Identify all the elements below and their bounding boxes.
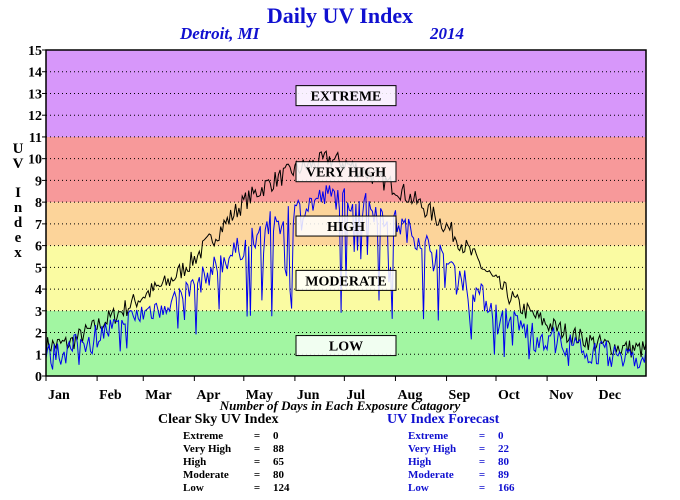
summary-equals: = — [253, 443, 261, 455]
summary-equals: = — [253, 482, 261, 494]
band-label-moderate: MODERATE — [305, 274, 386, 289]
summary-row: Very High = 22 — [408, 443, 515, 456]
band-label-box-high — [295, 215, 397, 237]
band-label-low: LOW — [329, 340, 363, 355]
summary-value: 0 — [498, 430, 504, 442]
x-tick-label: Jun — [297, 388, 320, 403]
clear-sky-summary-title: Clear Sky UV Index — [158, 412, 279, 427]
forecast-summary-title: UV Index Forecast — [387, 412, 500, 427]
summary-label: Very High — [183, 443, 232, 455]
summary-value: 0 — [273, 430, 279, 442]
summary-row: Moderate = 80 — [183, 469, 290, 482]
x-tick-label: Apr — [196, 388, 220, 403]
y-tick-label: 9 — [35, 174, 42, 189]
y-tick-label: 13 — [28, 87, 42, 102]
summary-caption: Number of Days in Each Exposure Catagory — [219, 398, 461, 413]
y-axis-label-char: V — [12, 156, 24, 172]
summary-label: High — [408, 456, 432, 468]
summary-label: High — [183, 456, 207, 468]
y-tick-label: 4 — [35, 283, 42, 298]
y-tick-label: 10 — [28, 153, 42, 168]
y-tick-label: 11 — [29, 131, 42, 146]
band-label-box-very-high — [295, 161, 397, 183]
x-tick-label: Jul — [346, 388, 365, 403]
y-tick-label: 15 — [28, 44, 42, 59]
y-tick-label: 2 — [35, 327, 42, 342]
y-tick-label: 14 — [28, 66, 42, 81]
y-tick-label: 0 — [35, 370, 42, 385]
y-tick-label: 7 — [35, 218, 42, 233]
band-label-very-high: VERY HIGH — [306, 166, 386, 181]
x-tick-label: Aug — [397, 388, 422, 403]
summary-value: 80 — [498, 456, 509, 468]
summary-label: Moderate — [408, 469, 454, 481]
summary-equals: = — [253, 430, 261, 442]
x-tick-label: Sep — [449, 388, 471, 403]
chart-location: Detroit, MI — [180, 24, 260, 43]
x-tick-label: Mar — [145, 388, 171, 403]
summary-value: 65 — [273, 456, 284, 468]
y-tick-label: 12 — [28, 109, 42, 124]
x-tick-label: Jan — [48, 388, 70, 403]
y-axis-label-char: U — [12, 141, 24, 157]
band-label-box-extreme — [295, 85, 397, 107]
summary-equals: = — [253, 469, 261, 481]
summary-equals: = — [478, 456, 486, 468]
summary-label: Low — [408, 482, 429, 494]
y-axis-label-char: x — [14, 245, 22, 261]
chart-title: Daily UV Index — [266, 3, 414, 28]
summary-row: Extreme = 0 — [408, 430, 515, 443]
clear-sky-summary-table: Extreme = 0 Very High = 88 High = 65 Moderate = 80 L… — [183, 430, 290, 495]
summary-row: High = 65 — [183, 456, 290, 469]
band-label-extreme: EXTREME — [311, 90, 382, 105]
y-tick-label: 8 — [35, 196, 42, 211]
summary-row: Very High = 88 — [183, 443, 290, 456]
summary-value: 80 — [273, 469, 284, 481]
band-label-high: HIGH — [327, 220, 365, 235]
chart-year: 2014 — [430, 24, 464, 43]
y-axis-label-char — [11, 172, 25, 186]
series-line-clear-sky — [45, 150, 647, 358]
summary-value: 89 — [498, 469, 509, 481]
summary-value: 88 — [273, 443, 284, 455]
summary-label: Low — [183, 482, 204, 494]
summary-equals: = — [253, 456, 261, 468]
summary-row: Low = 124 — [183, 482, 290, 495]
y-axis-label-char: e — [14, 230, 22, 246]
forecast-summary-table: Extreme = 0 Very High = 22 High = 80 Moderate = 89 L… — [408, 430, 515, 495]
x-tick-label: Nov — [549, 388, 573, 403]
y-tick-label: 1 — [35, 348, 42, 363]
x-tick-label: Feb — [99, 388, 122, 403]
summary-value: 124 — [273, 482, 290, 494]
summary-row: High = 80 — [408, 456, 515, 469]
y-axis-label-char: n — [13, 200, 23, 216]
summary-value: 166 — [498, 482, 515, 494]
summary-label: Extreme — [183, 430, 224, 442]
x-tick-label: Dec — [599, 388, 622, 403]
summary-equals: = — [478, 482, 486, 494]
y-tick-label: 6 — [35, 240, 42, 255]
x-tick-label: Oct — [498, 388, 520, 403]
summary-label: Extreme — [408, 430, 449, 442]
summary-equals: = — [478, 443, 486, 455]
y-axis-label-char: I — [15, 185, 21, 201]
plot-frame — [45, 49, 647, 377]
summary-equals: = — [478, 469, 486, 481]
summary-label: Moderate — [183, 469, 229, 481]
band-label-box-moderate — [295, 269, 397, 291]
x-tick-label: May — [246, 388, 273, 403]
y-tick-label: 5 — [35, 261, 42, 276]
band-label-box-low — [295, 335, 397, 357]
summary-row: Moderate = 89 — [408, 469, 515, 482]
summary-row: Low = 166 — [408, 482, 515, 495]
y-tick-label: 3 — [35, 305, 42, 320]
summary-value: 22 — [498, 443, 509, 455]
summary-equals: = — [478, 430, 486, 442]
summary-row: Extreme = 0 — [183, 430, 290, 443]
y-axis-label-char: d — [13, 215, 23, 231]
summary-label: Very High — [408, 443, 457, 455]
